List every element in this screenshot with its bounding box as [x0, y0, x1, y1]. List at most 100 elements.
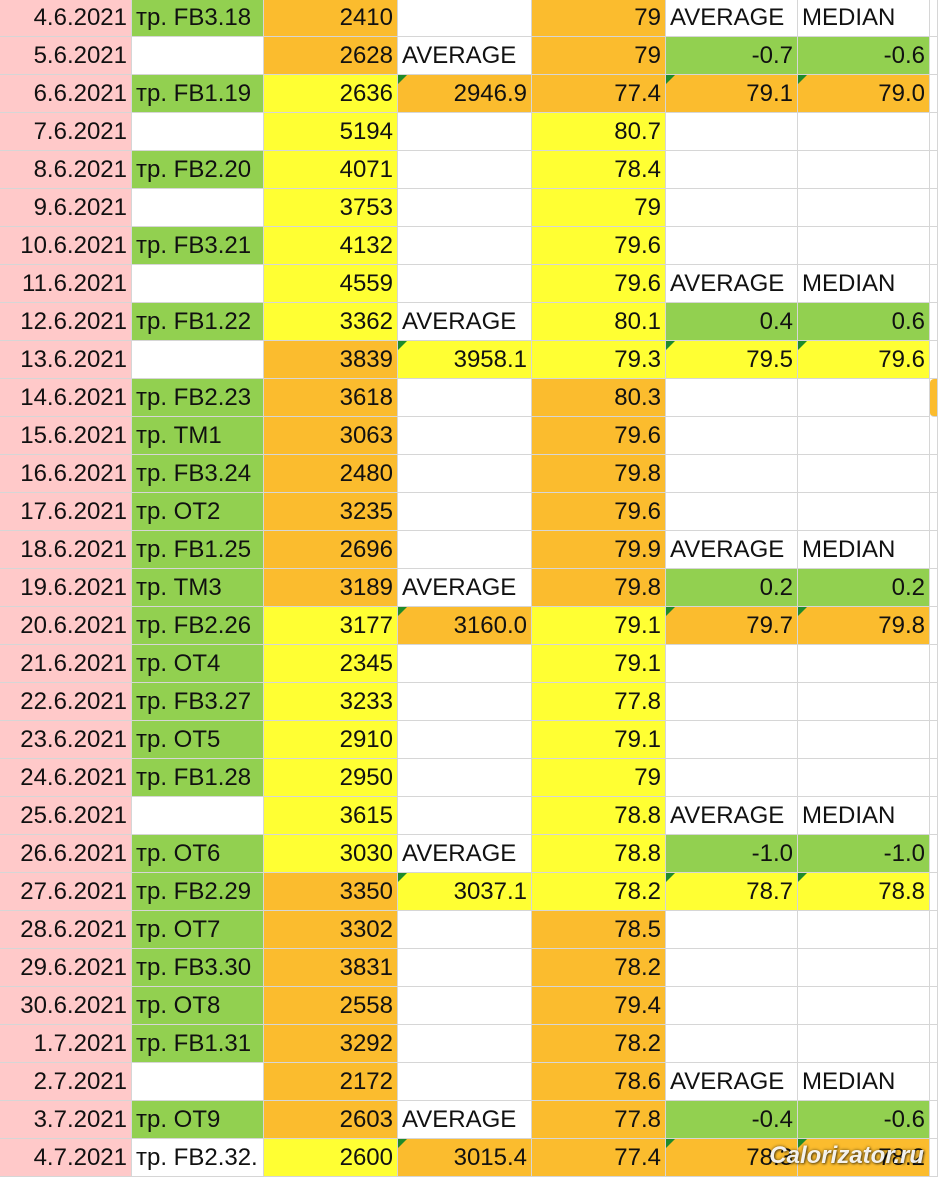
date-cell[interactable]: 17.6.2021: [0, 493, 132, 531]
weight-cell[interactable]: 78.8: [532, 797, 666, 835]
overflow-cell[interactable]: [930, 911, 938, 949]
calories-cell[interactable]: 3189: [264, 569, 398, 607]
date-cell[interactable]: 7.6.2021: [0, 113, 132, 151]
training-cell[interactable]: тр. OT5: [132, 721, 264, 759]
stat-average-cell[interactable]: 78.3: [666, 1139, 798, 1177]
overflow-cell[interactable]: [930, 607, 938, 645]
overflow-cell[interactable]: [930, 1101, 938, 1139]
training-cell[interactable]: [132, 1063, 264, 1101]
calories-cell[interactable]: 2696: [264, 531, 398, 569]
training-cell[interactable]: тр. FB3.27: [132, 683, 264, 721]
stat-median-cell[interactable]: -0.6: [798, 37, 930, 75]
training-cell[interactable]: тр. OT6: [132, 835, 264, 873]
calories-cell[interactable]: 2600: [264, 1139, 398, 1177]
stat-average-cell[interactable]: [666, 911, 798, 949]
average-cell[interactable]: [398, 949, 532, 987]
stat-average-cell[interactable]: [666, 1025, 798, 1063]
stat-median-cell[interactable]: [798, 645, 930, 683]
overflow-cell[interactable]: [930, 1139, 938, 1177]
stat-median-cell[interactable]: -1.0: [798, 835, 930, 873]
overflow-cell[interactable]: [930, 949, 938, 987]
weight-cell[interactable]: 78.2: [532, 949, 666, 987]
overflow-cell[interactable]: [930, 189, 938, 227]
calories-cell[interactable]: 2636: [264, 75, 398, 113]
stat-average-cell[interactable]: AVERAGE: [666, 797, 798, 835]
stat-average-cell[interactable]: AVERAGE: [666, 265, 798, 303]
calories-cell[interactable]: 2558: [264, 987, 398, 1025]
average-cell[interactable]: 2946.9: [398, 75, 532, 113]
stat-average-cell[interactable]: -0.7: [666, 37, 798, 75]
stat-average-cell[interactable]: AVERAGE: [666, 531, 798, 569]
overflow-cell[interactable]: [930, 797, 938, 835]
training-cell[interactable]: [132, 265, 264, 303]
stat-average-cell[interactable]: AVERAGE: [666, 0, 798, 37]
overflow-cell[interactable]: [930, 303, 938, 341]
overflow-cell[interactable]: [930, 569, 938, 607]
calories-cell[interactable]: 4559: [264, 265, 398, 303]
stat-median-cell[interactable]: 78.2: [798, 1139, 930, 1177]
calories-cell[interactable]: 3233: [264, 683, 398, 721]
stat-average-cell[interactable]: [666, 151, 798, 189]
training-cell[interactable]: тр. FB1.28: [132, 759, 264, 797]
average-cell[interactable]: [398, 759, 532, 797]
overflow-cell[interactable]: [930, 227, 938, 265]
date-cell[interactable]: 6.6.2021: [0, 75, 132, 113]
training-cell[interactable]: тр. OT7: [132, 911, 264, 949]
date-cell[interactable]: 28.6.2021: [0, 911, 132, 949]
average-cell[interactable]: [398, 189, 532, 227]
stat-average-cell[interactable]: 0.2: [666, 569, 798, 607]
overflow-cell[interactable]: [930, 37, 938, 75]
overflow-cell[interactable]: [930, 531, 938, 569]
weight-cell[interactable]: 77.4: [532, 75, 666, 113]
stat-median-cell[interactable]: [798, 113, 930, 151]
calories-cell[interactable]: 2628: [264, 37, 398, 75]
calories-cell[interactable]: 2480: [264, 455, 398, 493]
date-cell[interactable]: 11.6.2021: [0, 265, 132, 303]
average-cell[interactable]: [398, 531, 532, 569]
stat-median-cell[interactable]: 0.2: [798, 569, 930, 607]
stat-median-cell[interactable]: [798, 493, 930, 531]
training-cell[interactable]: тр. TM3: [132, 569, 264, 607]
weight-cell[interactable]: 78.2: [532, 1025, 666, 1063]
weight-cell[interactable]: 79.1: [532, 607, 666, 645]
weight-cell[interactable]: 79: [532, 37, 666, 75]
training-cell[interactable]: тр. OT4: [132, 645, 264, 683]
average-cell[interactable]: AVERAGE: [398, 303, 532, 341]
date-cell[interactable]: 21.6.2021: [0, 645, 132, 683]
stat-average-cell[interactable]: [666, 987, 798, 1025]
training-cell[interactable]: [132, 189, 264, 227]
overflow-cell[interactable]: [930, 987, 938, 1025]
stat-median-cell[interactable]: [798, 987, 930, 1025]
calories-cell[interactable]: 2950: [264, 759, 398, 797]
stat-average-cell[interactable]: [666, 493, 798, 531]
date-cell[interactable]: 9.6.2021: [0, 189, 132, 227]
date-cell[interactable]: 12.6.2021: [0, 303, 132, 341]
calories-cell[interactable]: 3235: [264, 493, 398, 531]
calories-cell[interactable]: 3030: [264, 835, 398, 873]
date-cell[interactable]: 27.6.2021: [0, 873, 132, 911]
average-cell[interactable]: [398, 911, 532, 949]
calories-cell[interactable]: 3618: [264, 379, 398, 417]
calories-cell[interactable]: 2172: [264, 1063, 398, 1101]
training-cell[interactable]: тр. OT9: [132, 1101, 264, 1139]
stat-average-cell[interactable]: [666, 759, 798, 797]
stat-median-cell[interactable]: 78.8: [798, 873, 930, 911]
weight-cell[interactable]: 80.7: [532, 113, 666, 151]
stat-average-cell[interactable]: 0.4: [666, 303, 798, 341]
average-cell[interactable]: [398, 151, 532, 189]
stat-average-cell[interactable]: [666, 949, 798, 987]
overflow-cell[interactable]: [930, 493, 938, 531]
training-cell[interactable]: [132, 797, 264, 835]
stat-median-cell[interactable]: [798, 151, 930, 189]
weight-cell[interactable]: 79.8: [532, 569, 666, 607]
weight-cell[interactable]: 79.6: [532, 265, 666, 303]
overflow-cell[interactable]: [930, 1025, 938, 1063]
date-cell[interactable]: 30.6.2021: [0, 987, 132, 1025]
calories-cell[interactable]: 5194: [264, 113, 398, 151]
calories-cell[interactable]: 3753: [264, 189, 398, 227]
overflow-cell[interactable]: [930, 379, 938, 417]
weight-cell[interactable]: 80.3: [532, 379, 666, 417]
calories-cell[interactable]: 3831: [264, 949, 398, 987]
stat-average-cell[interactable]: 79.1: [666, 75, 798, 113]
date-cell[interactable]: 10.6.2021: [0, 227, 132, 265]
